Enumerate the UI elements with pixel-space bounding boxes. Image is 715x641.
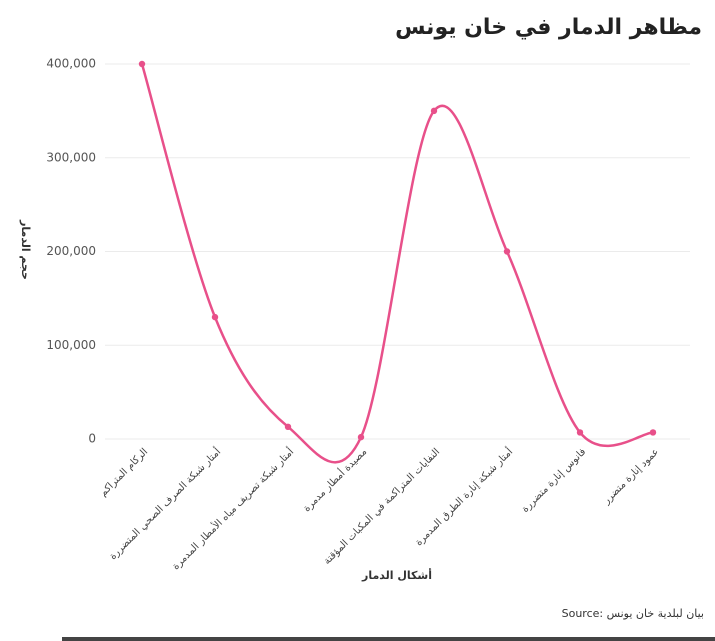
point xyxy=(503,248,511,255)
source: Source: بيان لبلدية خان يونس xyxy=(562,607,704,620)
y-tick-label: 0 xyxy=(88,432,96,446)
point xyxy=(576,429,584,436)
y-tick-label: 100,000 xyxy=(46,338,96,352)
scrollbar xyxy=(62,637,715,641)
point xyxy=(357,433,365,441)
y-tick-label: 300,000 xyxy=(46,150,96,164)
point xyxy=(138,60,146,68)
y-tick-label: 400,000 xyxy=(46,57,96,71)
x-axis-label: أشكال الدمار xyxy=(361,568,432,582)
point xyxy=(211,313,219,321)
point xyxy=(430,107,438,115)
point xyxy=(284,423,292,431)
y-tick-label: 200,000 xyxy=(46,244,96,258)
chart-title: مظاهر الدمار في خان يونس xyxy=(395,15,702,40)
y-axis-label: حجم الدمار xyxy=(19,219,32,280)
point xyxy=(649,429,657,436)
